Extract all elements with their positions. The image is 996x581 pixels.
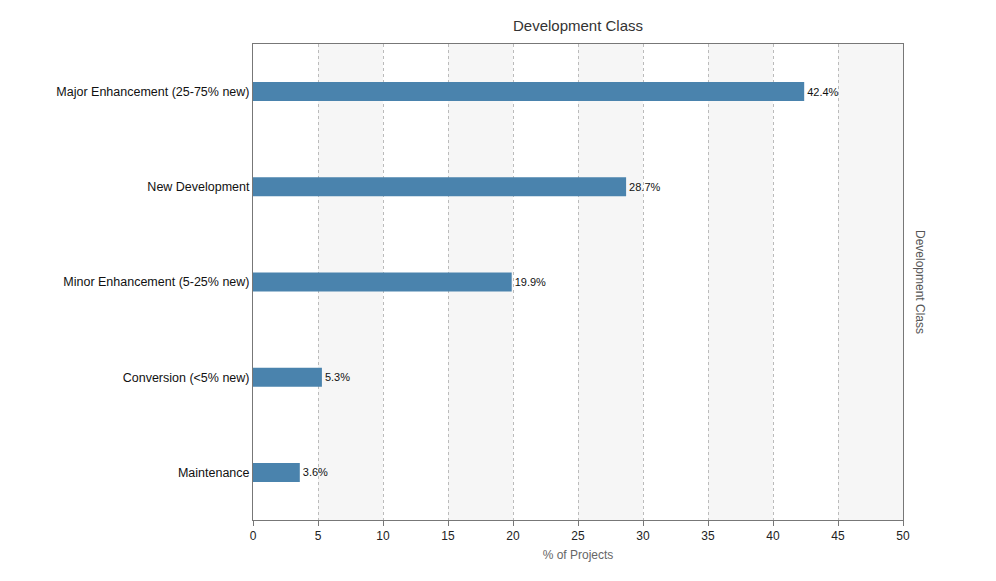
svg-text:28.7%: 28.7% xyxy=(629,181,660,193)
svg-text:10: 10 xyxy=(376,529,390,543)
svg-text:Major Enhancement (25-75% new): Major Enhancement (25-75% new) xyxy=(56,85,249,99)
svg-text:Maintenance: Maintenance xyxy=(178,466,250,480)
svg-text:25: 25 xyxy=(571,529,585,543)
svg-text:15: 15 xyxy=(441,529,455,543)
svg-text:5: 5 xyxy=(315,529,322,543)
svg-text:30: 30 xyxy=(636,529,650,543)
svg-text:20: 20 xyxy=(506,529,520,543)
svg-text:Development Class: Development Class xyxy=(913,230,927,334)
svg-text:New Development: New Development xyxy=(147,180,250,194)
svg-text:5.3%: 5.3% xyxy=(325,371,350,383)
svg-text:19.9%: 19.9% xyxy=(515,276,546,288)
svg-text:3.6%: 3.6% xyxy=(303,466,328,478)
svg-text:42.4%: 42.4% xyxy=(807,86,838,98)
svg-text:40: 40 xyxy=(766,529,780,543)
svg-text:50: 50 xyxy=(896,529,910,543)
svg-text:Minor Enhancement (5-25% new): Minor Enhancement (5-25% new) xyxy=(63,275,249,289)
svg-text:% of Projects: % of Projects xyxy=(543,548,614,562)
svg-text:45: 45 xyxy=(831,529,845,543)
svg-text:Conversion (<5% new): Conversion (<5% new) xyxy=(123,371,250,385)
svg-text:0: 0 xyxy=(250,529,257,543)
svg-text:35: 35 xyxy=(701,529,715,543)
svg-text:Development Class: Development Class xyxy=(513,17,643,34)
